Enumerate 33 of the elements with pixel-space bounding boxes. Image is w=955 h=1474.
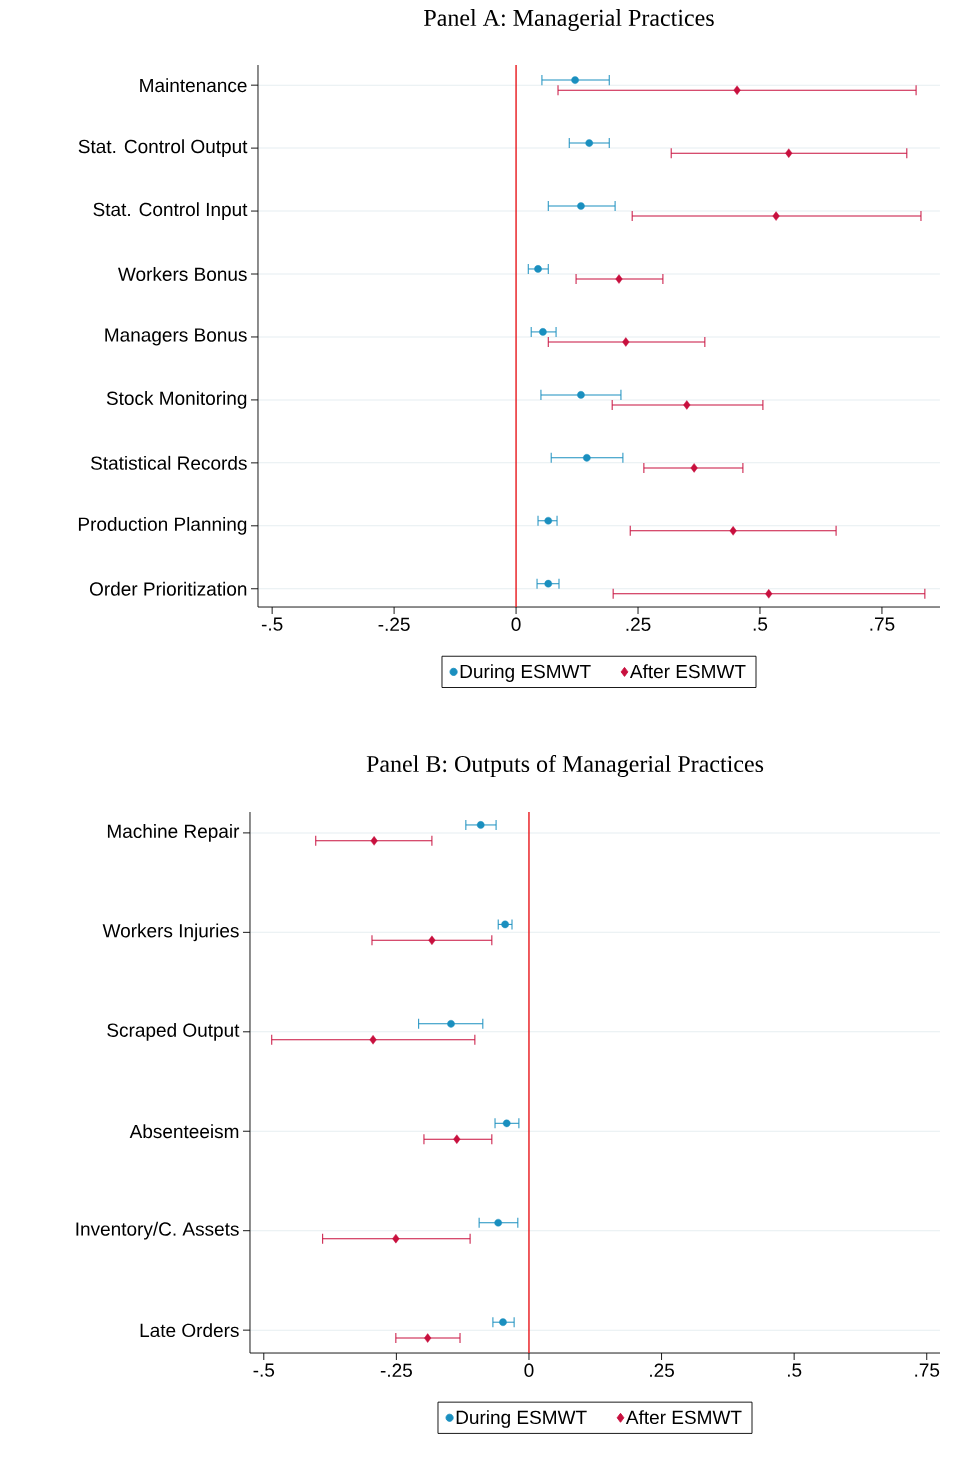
x-tick-label: -.25 [380,1363,412,1377]
y-tick-label: Workers Injuries [102,923,239,942]
y-tick-label: Machine Repair [107,824,240,842]
x-tick-label: .25 [626,617,651,631]
y-tick-label: Inventory/C. Assets [76,1221,239,1240]
y-tick-label: Stat. Control Input [93,202,248,220]
x-tick-label: 0 [524,1363,534,1377]
x-tick-label: .75 [870,617,895,631]
y-tick-label: Stock Monitoring [106,391,247,409]
y-tick-label: Managers Bonus [105,328,247,346]
y-tick-label: Absenteeism [129,1124,239,1139]
x-tick-label: -.25 [378,617,410,631]
legend-label: After ESMWT [625,1410,742,1425]
y-tick-label: Order Prioritization [89,581,247,596]
x-tick-label: -.5 [261,617,283,631]
chart-title: Panel B: Outputs of Managerial Practices [366,754,764,778]
y-tick-label: Late Orders [140,1323,239,1338]
chart-title: Panel A: Managerial Practices [424,9,714,31]
x-tick-label: .5 [753,617,768,631]
y-tick-label: Statistical Records [90,455,247,470]
x-tick-label: .25 [650,1363,674,1377]
x-tick-label: 0 [511,617,521,631]
y-tick-label: Stat. Control Output [78,139,248,157]
x-tick-label: -.5 [253,1363,275,1377]
legend-label: After ESMWT [629,664,746,679]
y-tick-label: Maintenance [140,78,247,93]
y-tick-label: Production Planning [78,516,247,535]
y-tick-label: Scraped Output [107,1022,240,1041]
x-tick-label: .5 [787,1363,802,1377]
x-tick-label: .75 [915,1363,940,1377]
legend-label: During ESMWT [456,1410,587,1428]
legend-label: During ESMWT [460,664,591,682]
y-tick-label: Workers Bonus [118,267,247,281]
